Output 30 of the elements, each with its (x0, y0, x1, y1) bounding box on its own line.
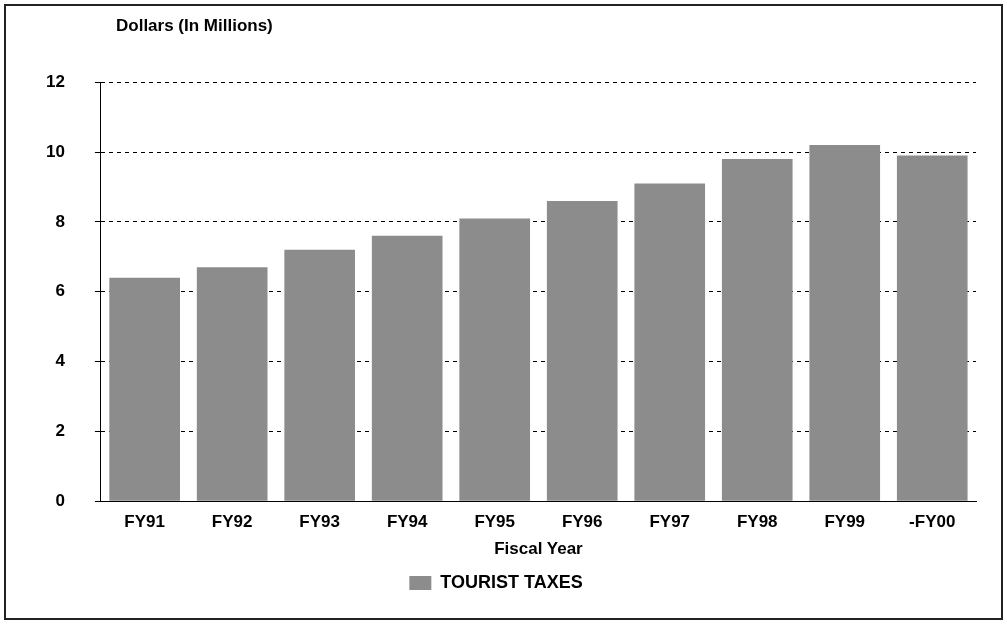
y-tick-label: 8 (55, 211, 65, 231)
x-tick-label: FY97 (649, 512, 691, 532)
bar (196, 267, 268, 501)
x-tick-label: FY99 (824, 512, 866, 532)
bar (721, 159, 793, 501)
y-tick-label: 10 (45, 141, 65, 161)
x-tick-label: FY94 (386, 512, 429, 532)
x-tick-label: FY95 (474, 512, 516, 532)
x-tick-label: -FY00 (909, 512, 956, 532)
x-tick-label: FY93 (299, 512, 340, 532)
bar (896, 155, 968, 501)
x-tick-label: FY96 (561, 512, 603, 532)
x-tick-label: FY98 (736, 512, 778, 532)
x-tick-label: FY92 (211, 512, 253, 532)
x-tick-label: FY91 (124, 512, 165, 532)
bar (284, 249, 356, 501)
y-tick-label: 12 (45, 71, 65, 91)
bar (809, 145, 881, 501)
y-tick-label: 2 (55, 421, 65, 441)
bar (459, 218, 531, 501)
bar (546, 200, 618, 501)
x-axis-title: Fiscal Year (494, 539, 584, 559)
legend-label: TOURIST TAXES (440, 571, 583, 592)
y-axis-title: Dollars (In Millions) (116, 16, 273, 36)
bar (634, 183, 706, 501)
y-tick-label: 4 (55, 351, 66, 371)
y-tick-label: 0 (55, 490, 65, 510)
bar (371, 235, 443, 501)
y-tick-label: 6 (55, 281, 65, 301)
bar (109, 277, 180, 501)
